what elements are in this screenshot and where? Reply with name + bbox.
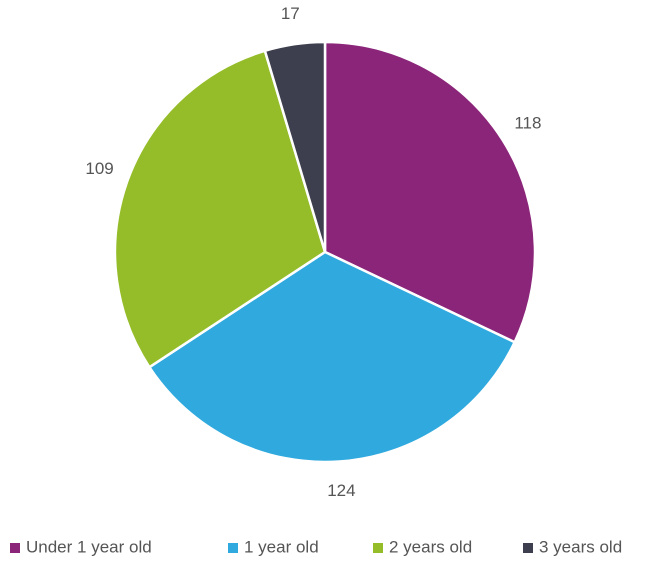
legend-swatch	[523, 543, 533, 553]
pie-slice	[323, 40, 537, 344]
legend-label: Under 1 year old	[26, 537, 152, 556]
legend-label: 3 years old	[539, 537, 622, 556]
legend-label: 2 years old	[389, 537, 472, 556]
data-label: 109	[85, 159, 113, 178]
data-label: 118	[514, 113, 541, 132]
data-label: 124	[327, 481, 355, 500]
data-label: 17	[281, 4, 300, 23]
pie-slice	[147, 250, 517, 464]
legend-swatch	[373, 543, 383, 553]
pie-slice	[263, 40, 327, 253]
legend-swatch	[228, 543, 238, 553]
pie-slice	[113, 49, 327, 369]
legend-swatch	[10, 543, 20, 553]
legend-label: 1 year old	[244, 537, 319, 556]
